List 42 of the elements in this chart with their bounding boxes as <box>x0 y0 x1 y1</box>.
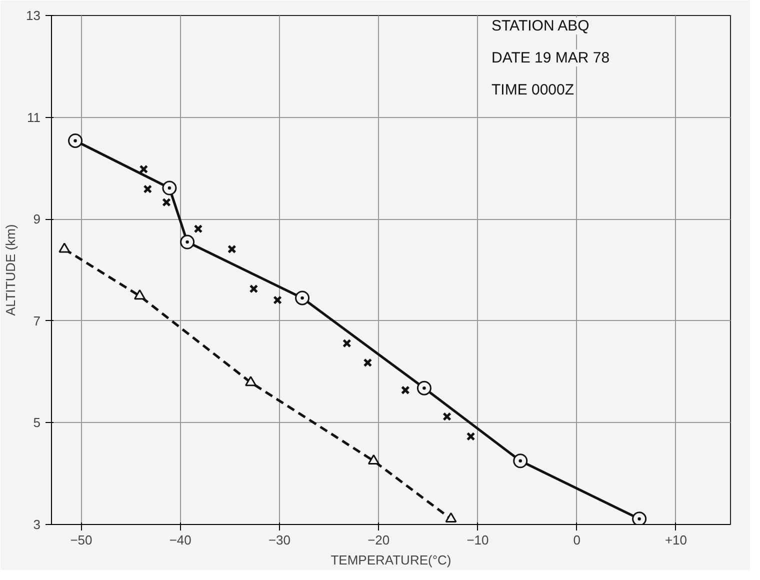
point <box>442 412 452 422</box>
x-tick-label: −30 <box>268 532 291 548</box>
y-axis-title: ALTITUDE (km) <box>3 224 18 316</box>
x-tick-label: 0 <box>573 532 580 548</box>
point <box>445 512 457 523</box>
point <box>162 198 171 207</box>
point <box>68 133 83 148</box>
y-tick-label: 5 <box>33 415 41 430</box>
x-tick-label: −10 <box>466 532 489 548</box>
point <box>162 180 177 196</box>
annotation: TIME 0000Z <box>492 82 574 98</box>
point <box>400 386 410 395</box>
y-tick-label: 3 <box>33 517 41 532</box>
y-tick-label: 9 <box>33 212 41 227</box>
x-tick-label: −50 <box>70 532 92 548</box>
point <box>273 296 282 304</box>
point <box>368 454 380 465</box>
point <box>139 164 148 174</box>
point <box>466 432 476 441</box>
point <box>249 284 258 294</box>
x-tick-label: −40 <box>169 532 192 548</box>
point <box>513 454 528 468</box>
point <box>180 234 195 250</box>
point <box>58 242 70 253</box>
point <box>143 184 152 194</box>
point <box>134 289 146 300</box>
point <box>194 224 203 234</box>
y-tick-label: 7 <box>33 313 41 328</box>
point <box>416 380 432 396</box>
x-tick-label: +10 <box>664 532 688 548</box>
point <box>342 338 352 348</box>
annotation: DATE 19 MAR 78 <box>492 50 610 66</box>
point <box>295 290 310 306</box>
point <box>227 244 236 254</box>
annotation: STATION ABQ <box>492 18 590 34</box>
y-tick-label: 11 <box>27 110 41 125</box>
point <box>363 358 372 368</box>
y-tick-label: 13 <box>26 8 41 23</box>
x-tick-label: −20 <box>368 532 390 548</box>
x-axis-title: TEMPERATURE(°C) <box>330 552 452 568</box>
point <box>244 376 256 386</box>
point <box>632 512 647 524</box>
